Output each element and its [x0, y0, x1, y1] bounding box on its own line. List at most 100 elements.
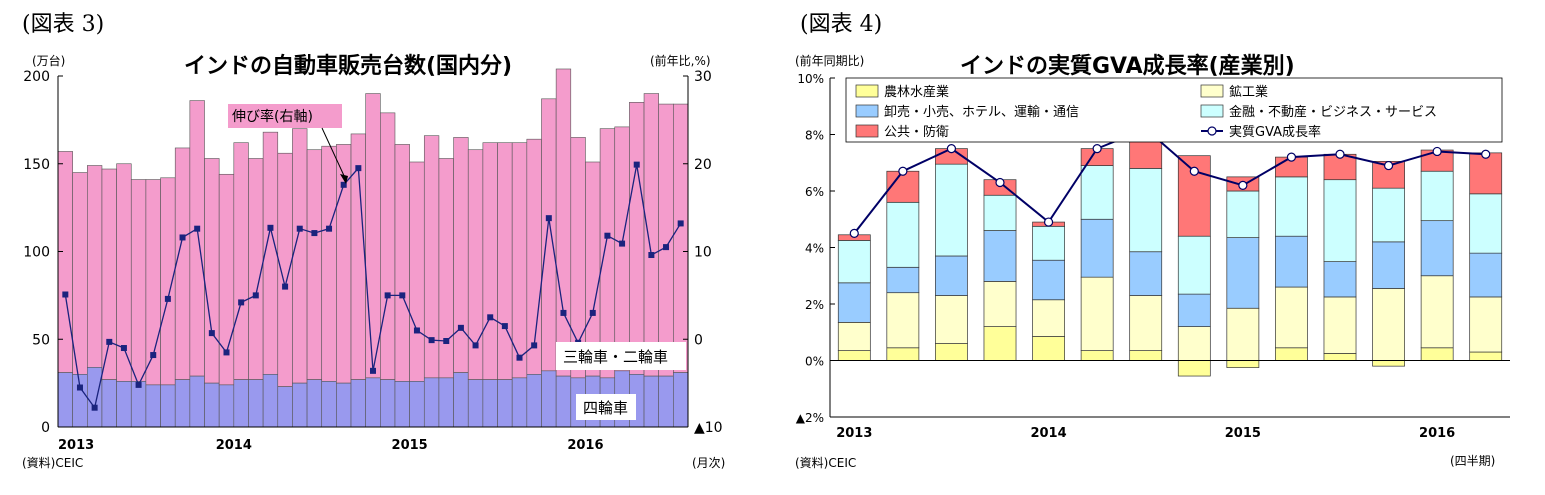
- chart-2-legend-box: [845, 77, 1503, 143]
- chart-1-growth-point: [501, 323, 508, 330]
- chart-2-stack-segment: [1469, 351, 1503, 361]
- chart-1-four-wheeler-box: [576, 394, 636, 420]
- chart-2-gva-polyline: [853, 127, 1486, 234]
- chart-1-x-tick-label: 2016: [567, 438, 603, 453]
- chart-1-two-wheeler-bar: [453, 137, 469, 373]
- chart-1-two-wheeler-bar: [306, 149, 323, 380]
- chart-1-growth-point: [208, 330, 215, 337]
- chart-2-gva-point: [898, 166, 908, 176]
- chart-1-left-tick-label: 100: [23, 245, 50, 261]
- chart-1-growth-point: [76, 384, 83, 391]
- chart-2-bars: [837, 131, 1503, 377]
- chart-2-stack-segment: [1275, 235, 1308, 288]
- chart-2-stack-segment: [983, 281, 1017, 327]
- chart-1-two-wheeler-bar: [614, 126, 630, 372]
- chart-1-four-wheeler-bar: [526, 374, 542, 428]
- chart-1-growth-point: [399, 292, 406, 299]
- chart-1-growth-point: [326, 225, 333, 232]
- chart-1-bars: [57, 68, 689, 428]
- chart-1-growth-point: [633, 161, 640, 168]
- chart-1-two-wheeler-bar: [277, 152, 293, 387]
- chart-1-four-wheeler-bar: [292, 382, 308, 428]
- chart-2-axis-unit: (前年同期比): [795, 54, 865, 68]
- chart-2-stack-segment: [1372, 360, 1405, 367]
- chart-1-left-axis-unit: (万台): [32, 54, 66, 68]
- chart-1-growth-point: [413, 327, 420, 334]
- chart-1-right-axis-unit: (前年比,%): [650, 54, 711, 68]
- chart-2-legend-swatch: [855, 124, 879, 138]
- chart-2-stack-segment: [983, 194, 1017, 231]
- chart-2-stack-segment: [886, 266, 920, 294]
- chart-1-two-wheeler-bar: [72, 172, 88, 375]
- chart-2-x-unit: (四半期): [1450, 454, 1496, 468]
- chart-1-four-wheeler-bar: [277, 386, 293, 428]
- chart-1-two-wheeler-bar: [292, 128, 308, 384]
- chart-2-stack-segment: [1420, 170, 1454, 222]
- chart-1-growth-point: [589, 309, 596, 316]
- chart-1-source: (資料)CEIC: [22, 456, 84, 470]
- chart-1-two-wheeler-bar: [629, 102, 645, 375]
- chart-1-two-wheeler-label: 三輪車・二輪車: [563, 348, 668, 366]
- chart-1-growth-point: [164, 295, 171, 302]
- chart-2-x-tick-label: 2015: [1225, 426, 1261, 441]
- chart-2-legend-swatch: [855, 104, 879, 118]
- chart-2-stack-segment: [1323, 353, 1357, 361]
- chart-1-two-wheeler-bar: [658, 103, 674, 377]
- chart-1-two-wheeler-bar: [101, 168, 117, 380]
- chart-1-right-tick-label: 30: [694, 69, 712, 85]
- chart-1-growth-point: [677, 220, 684, 227]
- chart-1-four-wheeler-bar: [423, 377, 440, 428]
- chart-1-growth-point: [340, 181, 347, 188]
- chart-2-stack-segment: [1177, 235, 1211, 295]
- chart-1-growth-point: [223, 349, 230, 356]
- chart-1-title: インドの自動車販売台数(国内分): [184, 54, 513, 79]
- chart-1-four-wheeler-bar: [643, 375, 659, 428]
- chart-1-growth-point: [252, 292, 259, 299]
- chart-1-growth-point: [106, 338, 113, 345]
- chart-2-gva-point: [1043, 217, 1054, 227]
- figure-3-label: (図表 3): [22, 12, 105, 37]
- chart-1-growth-point: [428, 337, 435, 344]
- chart-2-legend-label: 農林水産業: [884, 84, 949, 100]
- chart-1-four-wheeler-bar: [673, 372, 689, 428]
- chart-2-stack-segment: [1177, 293, 1211, 327]
- chart-2-stack-segment: [1372, 288, 1405, 361]
- chart-1-four-wheeler-label: 四輪車: [583, 399, 628, 417]
- chart-1-four-wheeler-bar: [658, 375, 674, 428]
- chart-1-four-wheeler-bar: [218, 384, 235, 428]
- chart-2-legend-label: 金融・不動産・ビジネス・サービス: [1229, 104, 1437, 120]
- chart-2-y-tick-label: 2%: [805, 298, 824, 312]
- chart-2-stack-segment: [837, 282, 871, 323]
- chart-1-growth-point: [135, 381, 142, 388]
- chart-1-growth-point: [560, 309, 567, 316]
- chart-1-four-wheeler-bar: [87, 367, 103, 428]
- chart-2-gva-point: [1383, 160, 1394, 171]
- chart-1-growth-point: [663, 244, 670, 251]
- chart-2-source: (資料)CEIC: [795, 456, 857, 470]
- chart-1-growth-point: [370, 367, 376, 374]
- chart-1-four-wheeler-bar: [336, 382, 352, 428]
- chart-1-right-tick-label: ▲10: [694, 420, 723, 436]
- chart-2-gva-point: [1238, 180, 1248, 190]
- chart-1-two-wheeler-bar: [87, 165, 103, 368]
- chart-1-label-box: [556, 342, 686, 370]
- chart-2-gva-point: [995, 177, 1005, 188]
- chart-2-stack-segment: [1420, 275, 1454, 349]
- chart-1-four-wheeler-bar: [497, 379, 513, 428]
- chart-1-two-wheeler-bar: [174, 147, 191, 380]
- chart-1-four-wheeler-bar: [116, 381, 132, 428]
- chart-1-four-wheeler-bar: [482, 379, 498, 428]
- chart-1-four-wheeler-bar: [145, 384, 161, 428]
- chart-2-stack-segment: [1080, 165, 1114, 220]
- chart-2-stack-segment: [1129, 168, 1163, 253]
- chart-1-two-wheeler-bar: [643, 93, 659, 377]
- chart-1-two-wheeler-bar: [380, 112, 396, 380]
- chart-2-gva-point: [1335, 149, 1345, 159]
- chart-2-stack-segment: [983, 230, 1017, 282]
- chart-1-left-tick-label: 50: [32, 332, 50, 348]
- chart-2-stack-segment: [1469, 252, 1503, 298]
- chart-2-legend-swatch: [1200, 104, 1224, 118]
- chart-1-growth-line: [62, 161, 684, 411]
- chart-1-growth-point: [604, 232, 611, 239]
- chart-1-four-wheeler-bar: [72, 374, 88, 428]
